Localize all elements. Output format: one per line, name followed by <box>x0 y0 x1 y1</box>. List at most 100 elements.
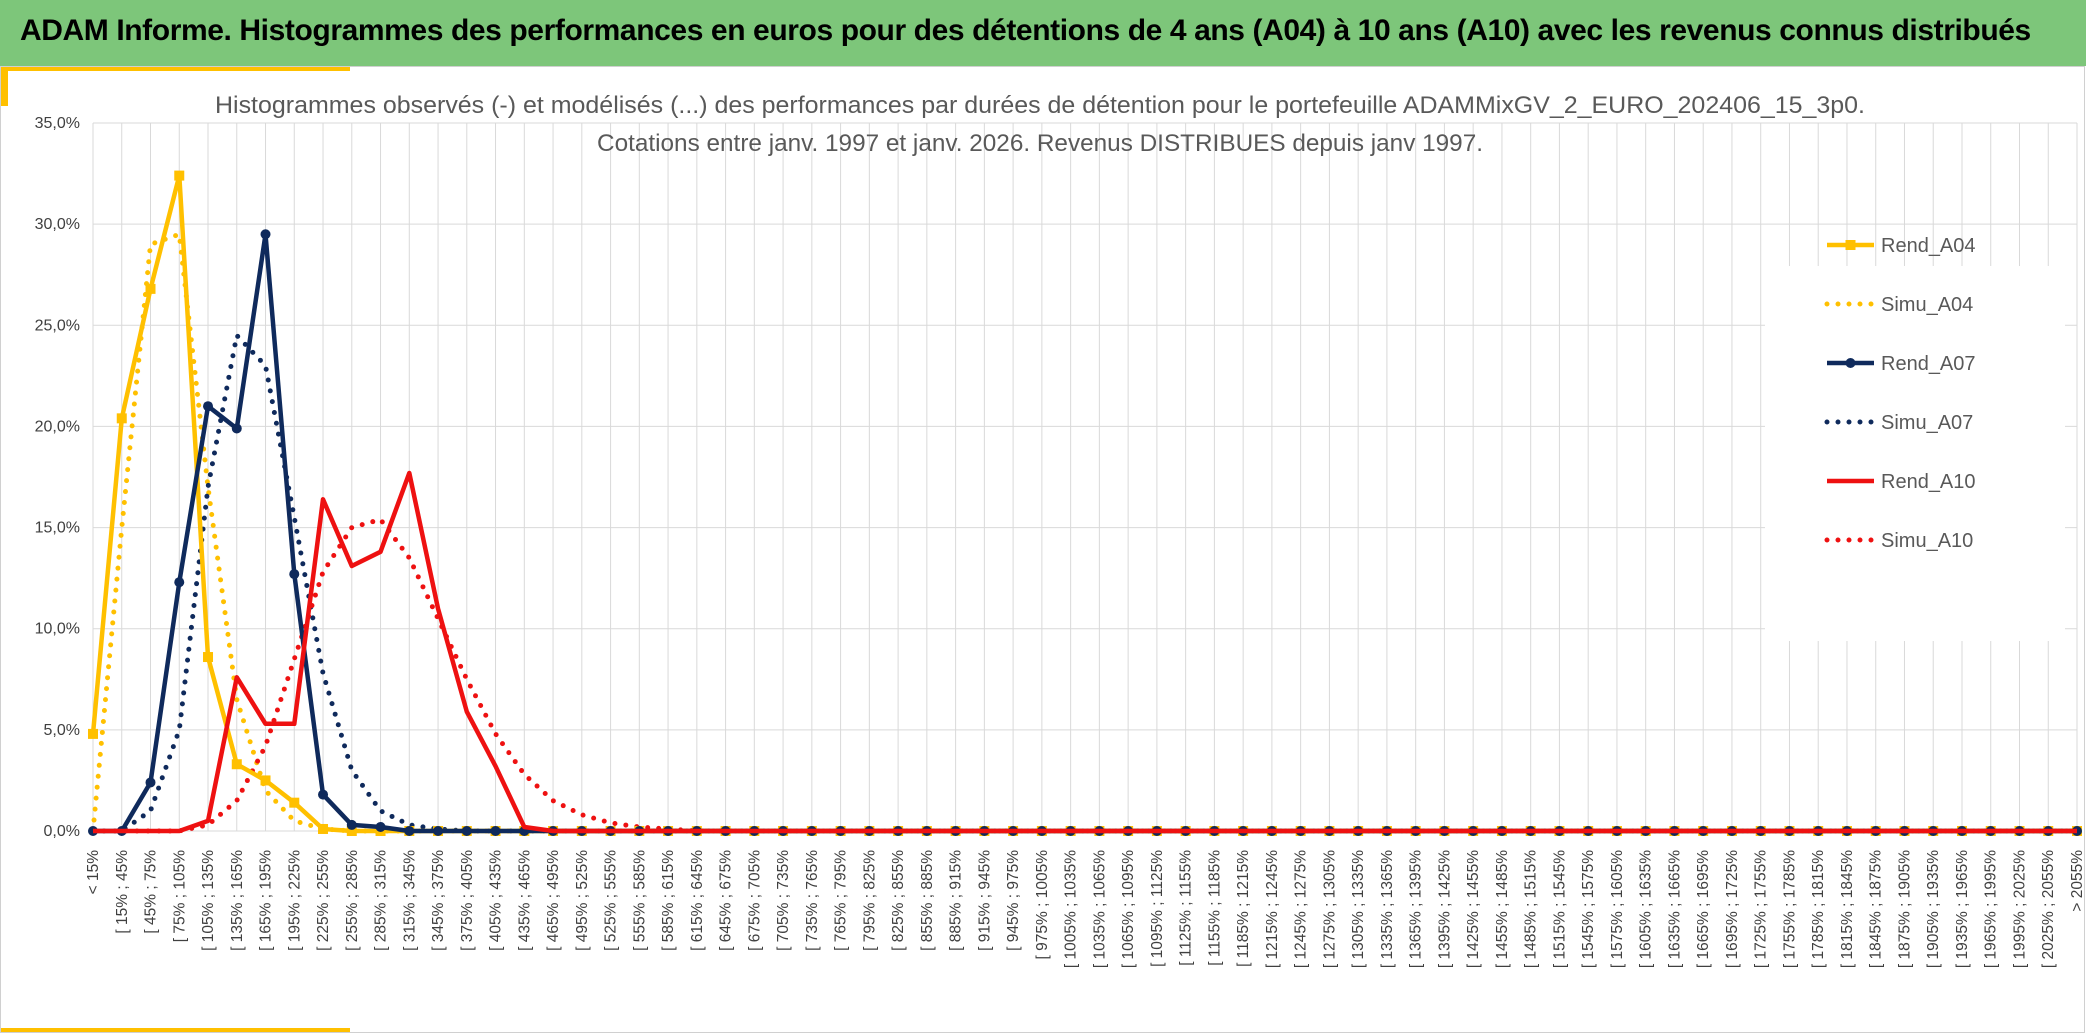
y-tick-label: 25,0% <box>35 317 80 334</box>
x-tick-label: [ 525% ; 555% <box>603 850 620 951</box>
x-tick-label: [ 1395% ; 1425% <box>1436 850 1453 968</box>
series-layer <box>88 170 2082 836</box>
accent-bar-bottom <box>0 1028 350 1033</box>
x-tick-label: [ 45% ; 75% <box>143 850 160 934</box>
x-tick-label: [ 1005% ; 1035% <box>1063 850 1080 968</box>
x-tick-label: [ 615% ; 645% <box>689 850 706 951</box>
data-point <box>346 826 357 836</box>
x-tick-label: [ 795% ; 825% <box>861 850 878 951</box>
x-tick-label: [ 285% ; 315% <box>373 850 390 951</box>
chart-title: Histogrammes observés (-) et modélisés (… <box>215 92 1865 119</box>
data-point <box>231 423 242 434</box>
x-tick-label: [ 1725% ; 1755% <box>1753 850 1770 968</box>
legend-marker <box>1845 240 1856 250</box>
data-point <box>461 826 472 836</box>
data-point <box>231 759 242 770</box>
x-tick-label: [ 885% ; 915% <box>948 850 965 951</box>
data-point <box>289 569 300 580</box>
x-tick-label: > 2055% <box>2069 850 2086 912</box>
x-tick-label: [ 1545% ; 1575% <box>1580 850 1597 968</box>
x-tick-label: [ 255% ; 285% <box>344 850 361 951</box>
y-tick-label: 0,0% <box>44 823 80 840</box>
x-tick-label: [ 645% ; 675% <box>718 850 735 951</box>
data-point <box>203 401 214 412</box>
x-tick-label: [ 945% ; 975% <box>1005 850 1022 951</box>
x-tick-label: [ 15% ; 45% <box>114 850 131 934</box>
data-point <box>433 826 444 836</box>
x-tick-label: [ 1605% ; 1635% <box>1638 850 1655 968</box>
x-tick-label: [ 105% ; 135% <box>200 850 217 951</box>
title-banner: ADAM Informe. Histogrammes des performan… <box>0 0 2086 66</box>
x-tick-label: [ 315% ; 345% <box>401 850 418 951</box>
page-title: ADAM Informe. Histogrammes des performan… <box>20 14 2031 47</box>
y-axis: 0,0% 5,0% 10,0% 15,0% 20,0% 25,0% 30,0% 35,0% <box>35 115 80 840</box>
data-point <box>203 652 214 663</box>
x-tick-label: [ 1875% ; 1905% <box>1896 850 1913 968</box>
y-tick-label: 10,0% <box>35 621 80 638</box>
x-tick-label: < 15% <box>85 850 102 895</box>
data-point <box>318 823 329 834</box>
data-point <box>375 821 386 832</box>
data-point <box>145 777 156 788</box>
legend-label: Rend_A04 <box>1881 235 1976 257</box>
x-tick-label: [ 75% ; 105% <box>171 850 188 942</box>
x-tick-label: [ 1575% ; 1605% <box>1609 850 1626 968</box>
legend-label: Simu_A04 <box>1881 294 1973 316</box>
data-point <box>88 728 98 739</box>
chart-frame <box>0 66 2085 1033</box>
x-tick-label: [ 1485% ; 1515% <box>1523 850 1540 968</box>
accent-bar-top <box>0 66 350 71</box>
x-tick-label: [ 165% ; 195% <box>258 850 275 951</box>
y-tick-label: 20,0% <box>35 418 80 435</box>
x-tick-label: [ 975% ; 1005% <box>1034 850 1051 960</box>
data-point <box>174 577 185 588</box>
x-tick-label: [ 2025% ; 2055% <box>2040 850 2057 968</box>
x-tick-label: [ 1845% ; 1875% <box>1868 850 1885 968</box>
x-tick-label: [ 1695% ; 1725% <box>1724 850 1741 968</box>
x-tick-label: [ 375% ; 405% <box>459 850 476 951</box>
x-tick-label: [ 1905% ; 1935% <box>1925 850 1942 968</box>
x-tick-label: [ 765% ; 795% <box>833 850 850 951</box>
x-tick-label: [ 855% ; 885% <box>919 850 936 951</box>
legend-box <box>1765 266 2065 641</box>
y-tick-label: 35,0% <box>35 115 80 132</box>
x-tick-label: [ 1245% ; 1275% <box>1293 850 1310 968</box>
data-point <box>145 283 156 294</box>
legend-label: Simu_A10 <box>1881 530 1973 552</box>
x-tick-label: [ 1785% ; 1815% <box>1810 850 1827 968</box>
x-tick-label: [ 1095% ; 1125% <box>1149 850 1166 967</box>
x-tick-label: [ 1035% ; 1065% <box>1091 850 1108 968</box>
x-tick-label: [ 225% ; 255% <box>315 850 332 951</box>
x-tick-label: [ 735% ; 765% <box>804 850 821 951</box>
y-tick-label: 15,0% <box>35 520 80 537</box>
y-tick-label: 30,0% <box>35 216 80 233</box>
legend-label: Rend_A07 <box>1881 353 1976 375</box>
x-tick-label: [ 1635% ; 1665% <box>1666 850 1683 968</box>
series-line-rend-a10 <box>93 470 2077 834</box>
x-tick-label: [ 135% ; 165% <box>229 850 246 951</box>
x-tick-label: [ 675% ; 705% <box>746 850 763 951</box>
x-tick-label: [ 1815% ; 1845% <box>1839 850 1856 968</box>
data-point <box>318 789 329 800</box>
data-point <box>404 826 415 836</box>
x-tick-label: [ 1125% ; 1155% <box>1178 850 1195 966</box>
data-point <box>490 826 501 836</box>
x-tick-label: [ 345% ; 375% <box>430 850 447 951</box>
x-tick-label: [ 1185% ; 1215% <box>1235 850 1252 967</box>
data-point <box>260 775 271 786</box>
performance-histogram-chart: 0,0% 5,0% 10,0% 15,0% 20,0% 25,0% 30,0% 35,0% <… <box>35 92 2086 968</box>
legend-marker <box>1845 358 1856 368</box>
x-tick-label: [ 1275% ; 1305% <box>1321 850 1338 968</box>
x-tick-label: [ 915% ; 945% <box>976 850 993 951</box>
legend-label: Rend_A10 <box>1881 471 1976 493</box>
data-point <box>289 797 300 808</box>
x-tick-label: [ 555% ; 585% <box>631 850 648 951</box>
x-tick-label: [ 465% ; 495% <box>545 850 562 951</box>
data-point <box>260 229 271 240</box>
x-tick-label: [ 1965% ; 1995% <box>1983 850 2000 968</box>
x-tick-label: [ 585% ; 615% <box>660 850 677 951</box>
x-tick-label: [ 435% ; 465% <box>516 850 533 951</box>
x-tick-label: [ 1155% ; 1185% <box>1206 850 1223 966</box>
x-tick-label: [ 405% ; 435% <box>488 850 505 951</box>
accent-bar-left <box>0 66 8 106</box>
